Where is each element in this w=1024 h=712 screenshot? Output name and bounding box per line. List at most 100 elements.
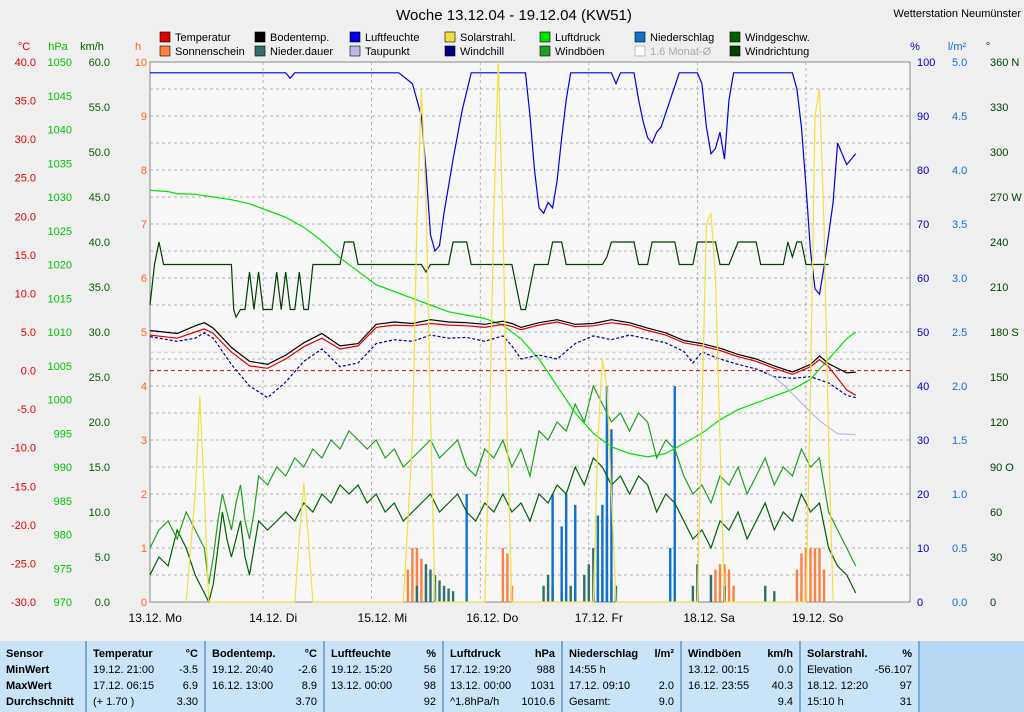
bar-sonnenschein-1 xyxy=(411,548,414,602)
axis-tick-0-6: 10.0 xyxy=(15,288,36,300)
bar-nieder-dauer-1 xyxy=(424,564,428,602)
stats-header-unit: °C xyxy=(304,648,317,660)
stats-value-row: 17.12. 19:20 988 xyxy=(444,662,561,678)
axis-tick-3-1: 9 xyxy=(141,111,147,123)
axis-tick-5-1: 4.5 xyxy=(952,111,967,123)
bar-nieder-dauer-6 xyxy=(447,588,450,602)
axis-tick-6-6: 180 S xyxy=(990,327,1019,339)
stats-time: Elevation xyxy=(807,664,853,676)
bar-nieder-dauer-12 xyxy=(569,585,572,602)
stats-header: Bodentemp. °C xyxy=(206,646,323,662)
axis-unit-l-m: l/m² xyxy=(948,41,967,53)
axis-tick-1-6: 1020 xyxy=(48,260,72,272)
stats-header: Temperatur °C xyxy=(87,646,204,662)
axis-tick-2-7: 25.0 xyxy=(89,372,110,384)
axis-tick-5-9: 0.5 xyxy=(952,543,967,555)
stats-header-unit: °C xyxy=(185,648,198,660)
stats-header-label: Niederschlag xyxy=(569,648,639,660)
stats-value: 2.0 xyxy=(658,680,674,692)
stats-time: 13.12. 00:00 xyxy=(331,680,393,692)
bar-nieder-dauer-26 xyxy=(764,585,767,602)
bar-niederschlag-6 xyxy=(601,504,604,602)
axis-tick-2-12: 0.0 xyxy=(95,597,110,609)
bar-sonnenschein-3 xyxy=(420,558,423,602)
weather-chart: Woche 13.12.04 - 19.12.04 (KW51) Wetters… xyxy=(10,7,1023,625)
axis-tick-3-9: 1 xyxy=(141,543,147,555)
bar-sonnenschein-19 xyxy=(822,569,826,602)
stats-header-unit: l/m² xyxy=(654,648,674,660)
x-label-2: 15.12. Mi xyxy=(358,611,407,625)
axis-tick-2-9: 15.0 xyxy=(89,462,110,474)
axis-tick-4-2: 80 xyxy=(917,165,929,177)
axis-unit-: % xyxy=(910,41,920,53)
stats-column-3: Luftfeuchte% 19.12. 15:20 56 13.12. 00:00 98… xyxy=(325,641,444,712)
stats-header-label: Luftdruck xyxy=(450,648,501,660)
legend-label-niederschlag: Niederschlag xyxy=(650,32,714,44)
bar-sonnenschein-9 xyxy=(718,564,722,602)
axis-tick-1-3: 1035 xyxy=(48,158,72,170)
statistics-table: Sensor MinWert MaxWert Durchschnitt Temperat… xyxy=(0,641,1024,712)
axis-tick-3-8: 2 xyxy=(141,489,147,501)
axis-tick-1-9: 1005 xyxy=(48,361,72,373)
axis-tick-1-14: 980 xyxy=(54,530,72,542)
axis-tick-6-8: 120 xyxy=(990,417,1008,429)
axis-tick-0-0: 40.0 xyxy=(15,57,36,69)
axis-tick-0-8: 0.0 xyxy=(21,366,36,378)
bar-sonnenschein-15 xyxy=(804,548,808,602)
stats-value: 9.4 xyxy=(777,696,793,708)
legend-swatch-niederschlag xyxy=(634,31,646,43)
bar-nieder-dauer-16 xyxy=(592,548,595,602)
stats-value: 98 xyxy=(423,680,436,692)
axis-tick-2-11: 5.0 xyxy=(95,552,110,564)
axis-unit-h: h xyxy=(135,41,141,53)
stats-header: Windböen km/h xyxy=(682,646,799,662)
x-label-0: 13.12. Mo xyxy=(129,611,183,625)
legend-label-windrichtung: Windrichtung xyxy=(745,46,809,58)
legend-label-luftdruck: Luftdruck xyxy=(555,32,601,44)
axis-tick-3-6: 4 xyxy=(141,381,147,393)
bar-niederschlag-7 xyxy=(605,386,609,602)
legend-swatch-windgeschw xyxy=(729,31,741,43)
bar-niederschlag-10 xyxy=(673,386,676,602)
stats-value-row: Elevation -56.107 xyxy=(801,662,918,678)
legend-swatch-solarstrahl xyxy=(444,31,456,43)
axis-tick-6-5: 210 xyxy=(990,282,1008,294)
stats-row-label: MinWert xyxy=(0,662,85,678)
legend-label-bodentemp: Bodentemp. xyxy=(270,32,329,44)
series-line-windrichtung xyxy=(149,241,829,319)
legend-swatch-taupunkt xyxy=(349,45,361,57)
stats-time: ^1.8hPa/h xyxy=(450,696,500,708)
axis-tick-0-5: 15.0 xyxy=(15,250,36,262)
axis-tick-0-10: -10.0 xyxy=(11,443,36,455)
axis-tick-5-8: 1.0 xyxy=(952,489,967,501)
stats-value: 3.30 xyxy=(176,696,198,708)
stats-value: 988 xyxy=(536,664,555,676)
axis-tick-3-2: 8 xyxy=(141,165,147,177)
axis-tick-5-10: 0.0 xyxy=(952,597,967,609)
grid-lines xyxy=(150,62,910,602)
axis-tick-5-0: 5.0 xyxy=(952,57,967,69)
stats-label: Durchschnitt xyxy=(6,696,74,708)
bar-sonnenschein-5 xyxy=(501,548,505,602)
axis-tick-1-12: 990 xyxy=(54,462,72,474)
axis-tick-4-10: 0 xyxy=(917,597,923,609)
legend-label-windgeschw: Windgeschw. xyxy=(745,32,810,44)
axis-tick-1-4: 1030 xyxy=(48,192,72,204)
axis-tick-labels: °C40.035.030.025.020.015.010.05.00.0-5.0… xyxy=(11,41,1022,609)
stats-time: 19.12. 21:00 xyxy=(93,664,155,676)
stats-column-5: Niederschlag l/m² 14:55 h 17.12. 09:10 2.0 Ge… xyxy=(563,641,682,712)
reference-lines xyxy=(150,351,910,372)
bar-sonnenschein-16 xyxy=(809,548,812,602)
stats-value-row: 18.12. 12:20 97 xyxy=(801,678,918,694)
stats-label: MinWert xyxy=(6,664,50,676)
bar-sonnenschein-0 xyxy=(406,569,410,602)
axis-tick-5-3: 3.5 xyxy=(952,219,967,231)
bar-sonnenschein-2 xyxy=(415,548,419,602)
bar-niederschlag-0 xyxy=(465,494,468,602)
stats-time: 19.12. 15:20 xyxy=(331,664,393,676)
stats-value: 9.0 xyxy=(658,696,674,708)
stats-value: 40.3 xyxy=(771,680,793,692)
axis-tick-5-6: 2.0 xyxy=(952,381,967,393)
bar-nieder-dauer-8 xyxy=(542,585,545,602)
bar-niederschlag-1 xyxy=(551,494,554,602)
